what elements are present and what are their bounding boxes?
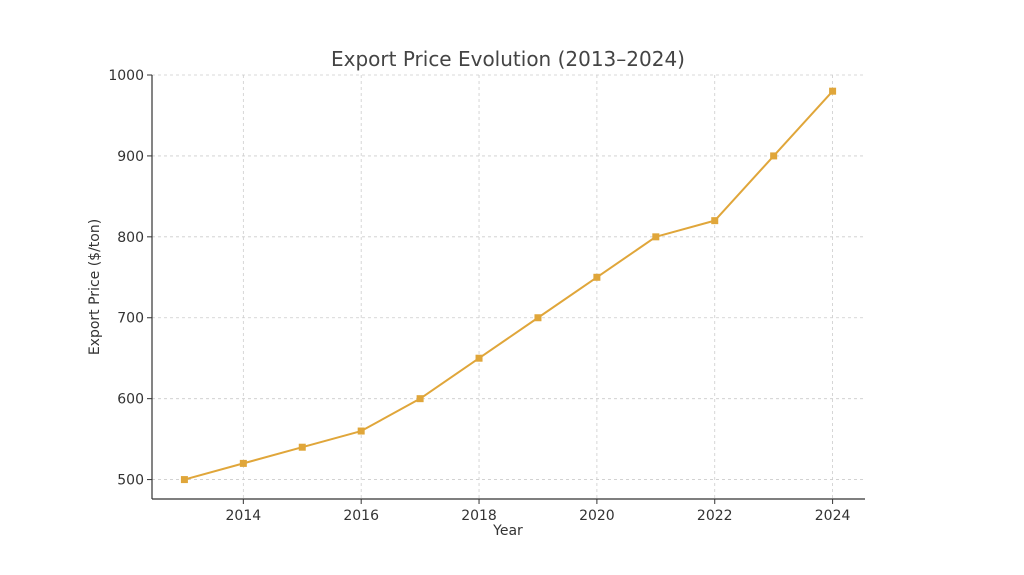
- data-point-marker: [357, 427, 365, 435]
- x-tick-label: 2014: [226, 508, 262, 524]
- x-tick-label: 2024: [815, 508, 851, 524]
- y-tick-label: 500: [117, 473, 144, 489]
- data-point-marker: [475, 354, 483, 362]
- x-tick-label: 2020: [579, 508, 615, 524]
- grid: [152, 74, 865, 499]
- y-axis-label: Export Price ($/ton): [87, 219, 103, 355]
- data-point-marker: [180, 476, 188, 484]
- chart-title: Export Price Evolution (2013–2024): [331, 47, 685, 71]
- data-point-marker: [416, 395, 424, 403]
- series-line: [184, 90, 834, 481]
- y-tick-label: 800: [117, 230, 144, 246]
- data-point-marker: [239, 459, 247, 467]
- tick-labels: 2014 2016 2018 2020 2022 2024 500 600 700 800 900 1…: [108, 68, 850, 524]
- axes: [147, 74, 865, 504]
- data-point-marker: [298, 443, 306, 451]
- x-tick-label: 2018: [461, 508, 497, 524]
- x-tick-label: 2016: [343, 508, 379, 524]
- series: [180, 87, 837, 484]
- data-point-marker: [534, 314, 542, 322]
- data-point-marker: [652, 233, 660, 241]
- data-point-marker: [593, 273, 601, 281]
- x-axis-label: Year: [492, 523, 523, 539]
- y-tick-label: 700: [117, 311, 144, 327]
- data-point-marker: [829, 87, 837, 95]
- data-point-marker: [770, 152, 778, 160]
- x-tick-label: 2022: [697, 508, 733, 524]
- y-tick-label: 1000: [108, 68, 144, 84]
- y-tick-label: 900: [117, 149, 144, 165]
- data-point-marker: [711, 217, 719, 225]
- y-tick-label: 600: [117, 392, 144, 408]
